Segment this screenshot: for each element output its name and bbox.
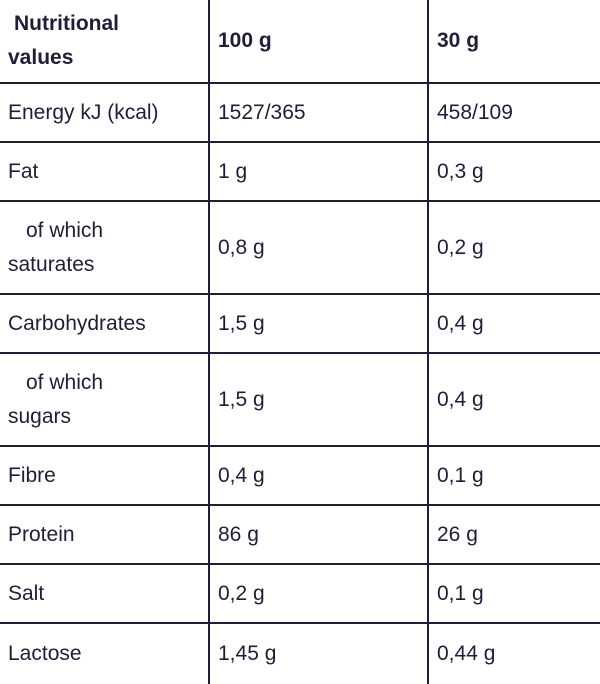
table-row: Energy kJ (kcal) 1527/365 458/109: [0, 82, 600, 143]
value-100g: 1 g: [208, 141, 429, 202]
value-30g: 0,4 g: [427, 293, 600, 354]
value-30g: 0,4 g: [427, 352, 600, 447]
table-row: Salt 0,2 g 0,1 g: [0, 563, 600, 624]
table-row: Fat 1 g 0,3 g: [0, 141, 600, 202]
value-30g: 458/109: [427, 82, 600, 143]
row-label: Salt: [0, 563, 210, 624]
row-label: Lactose: [0, 622, 210, 684]
row-label: Protein: [0, 504, 210, 565]
row-label: of which sugars: [0, 352, 210, 447]
value-30g: 0,44 g: [427, 622, 600, 684]
header-100g: 100 g: [208, 0, 429, 84]
table-row: of which sugars 1,5 g 0,4 g: [0, 352, 600, 447]
row-label: Fat: [0, 141, 210, 202]
value-30g: 0,1 g: [427, 563, 600, 624]
row-label: Fibre: [0, 445, 210, 506]
value-30g: 0,3 g: [427, 141, 600, 202]
table-row: Fibre 0,4 g 0,1 g: [0, 445, 600, 506]
value-30g: 26 g: [427, 504, 600, 565]
row-label: Carbohydrates: [0, 293, 210, 354]
value-100g: 1527/365: [208, 82, 429, 143]
value-100g: 0,8 g: [208, 200, 429, 295]
header-30g: 30 g: [427, 0, 600, 84]
header-label-line1: Nutritional: [14, 12, 119, 35]
value-100g: 86 g: [208, 504, 429, 565]
row-label: Energy kJ (kcal): [0, 82, 210, 143]
header-label: Nutritional values: [0, 0, 210, 84]
header-label-line2: values: [8, 46, 74, 69]
value-100g: 1,5 g: [208, 352, 429, 447]
table-row: of which saturates 0,8 g 0,2 g: [0, 200, 600, 295]
table-header-row: Nutritional values 100 g 30 g: [0, 0, 600, 84]
value-100g: 0,2 g: [208, 563, 429, 624]
value-100g: 1,45 g: [208, 622, 429, 684]
table-row: Protein 86 g 26 g: [0, 504, 600, 565]
row-label-line1: of which: [26, 218, 104, 242]
value-30g: 0,2 g: [427, 200, 600, 295]
table-row: Carbohydrates 1,5 g 0,4 g: [0, 293, 600, 354]
table-row: Lactose 1,45 g 0,44 g: [0, 622, 600, 684]
value-100g: 1,5 g: [208, 293, 429, 354]
value-30g: 0,1 g: [427, 445, 600, 506]
row-label: of which saturates: [0, 200, 210, 295]
row-label-line1: of which: [26, 370, 104, 394]
row-label-line2: sugars: [8, 404, 72, 428]
row-label-line2: saturates: [8, 252, 95, 276]
value-100g: 0,4 g: [208, 445, 429, 506]
